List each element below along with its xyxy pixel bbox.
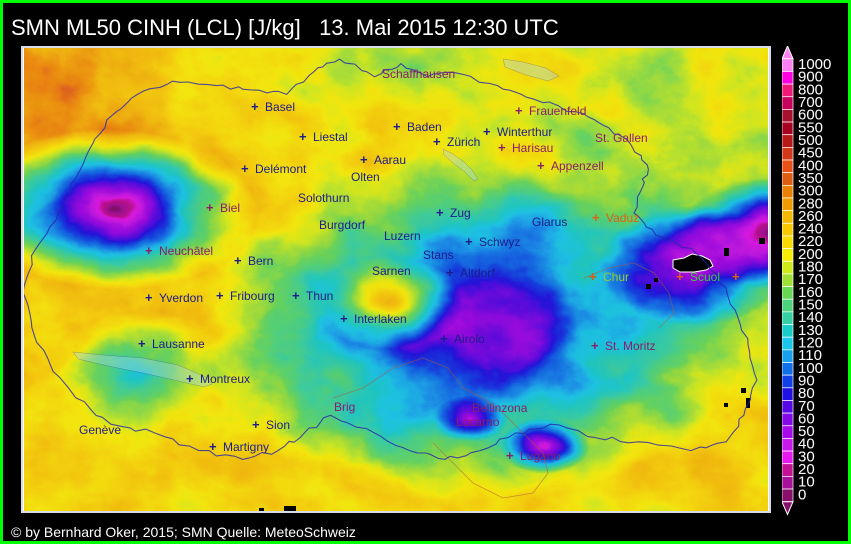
- svg-text:Schwyz: Schwyz: [479, 235, 520, 249]
- svg-text:Luzern: Luzern: [384, 229, 421, 243]
- svg-text:Lausanne: Lausanne: [152, 337, 205, 351]
- svg-text:Winterthur: Winterthur: [497, 125, 552, 139]
- svg-text:Harisau: Harisau: [512, 141, 553, 155]
- svg-text:Neuchâtel: Neuchâtel: [159, 244, 213, 258]
- svg-text:+: +: [299, 129, 307, 144]
- svg-text:+: +: [436, 205, 444, 220]
- svg-text:+: +: [241, 161, 249, 176]
- svg-text:Solothurn: Solothurn: [298, 191, 349, 205]
- svg-text:+: +: [251, 99, 259, 114]
- svg-text:Airolo: Airolo: [454, 332, 485, 346]
- svg-text:Altdorf: Altdorf: [460, 266, 495, 280]
- svg-text:Frauenfeld: Frauenfeld: [529, 104, 586, 118]
- svg-text:+: +: [465, 234, 473, 249]
- svg-text:Martigny: Martigny: [223, 440, 269, 454]
- svg-text:Sarnen: Sarnen: [372, 264, 411, 278]
- svg-text:+: +: [732, 269, 740, 284]
- svg-text:Brig: Brig: [334, 400, 355, 414]
- svg-text:+: +: [591, 338, 599, 353]
- svg-text:Stans: Stans: [423, 248, 454, 262]
- svg-text:St. Gallen: St. Gallen: [595, 131, 648, 145]
- svg-text:+: +: [206, 200, 214, 215]
- svg-text:+: +: [209, 439, 217, 454]
- svg-text:+: +: [676, 269, 684, 284]
- svg-text:Genève: Genève: [79, 423, 121, 437]
- svg-text:+: +: [483, 124, 491, 139]
- svg-text:+: +: [498, 140, 506, 155]
- svg-text:Scuol: Scuol: [690, 270, 720, 284]
- svg-text:Baden: Baden: [407, 120, 442, 134]
- svg-text:Sion: Sion: [266, 418, 290, 432]
- svg-text:Appenzell: Appenzell: [551, 159, 604, 173]
- svg-text:Zug: Zug: [450, 206, 471, 220]
- svg-text:Burgdorf: Burgdorf: [319, 218, 366, 232]
- svg-text:Interlaken: Interlaken: [354, 312, 407, 326]
- svg-text:Vaduz: Vaduz: [606, 211, 639, 225]
- svg-text:+: +: [592, 210, 600, 225]
- svg-text:+: +: [433, 134, 441, 149]
- svg-text:St. Moritz: St. Moritz: [605, 339, 656, 353]
- svg-text:Montreux: Montreux: [200, 372, 250, 386]
- svg-text:+: +: [360, 152, 368, 167]
- svg-text:+: +: [446, 265, 454, 280]
- svg-text:Thun: Thun: [306, 289, 333, 303]
- svg-text:+: +: [252, 417, 260, 432]
- svg-text:Bellinzona: Bellinzona: [472, 401, 528, 415]
- svg-text:+: +: [393, 119, 401, 134]
- svg-text:+: +: [292, 288, 300, 303]
- svg-text:Olten: Olten: [351, 170, 380, 184]
- svg-text:Delémont: Delémont: [255, 162, 307, 176]
- svg-text:Locarno: Locarno: [456, 415, 500, 429]
- svg-text:Bern: Bern: [248, 254, 273, 268]
- svg-text:Chur: Chur: [603, 270, 629, 284]
- svg-text:+: +: [506, 448, 514, 463]
- svg-text:Lugano: Lugano: [520, 449, 560, 463]
- svg-text:0: 0: [798, 486, 806, 503]
- svg-text:Schaffhausen: Schaffhausen: [382, 67, 455, 81]
- svg-text:+: +: [340, 311, 348, 326]
- svg-text:Fribourg: Fribourg: [230, 289, 275, 303]
- svg-text:+: +: [145, 243, 153, 258]
- svg-text:+: +: [515, 103, 523, 118]
- svg-text:+: +: [234, 253, 242, 268]
- svg-text:+: +: [138, 336, 146, 351]
- svg-text:+: +: [537, 158, 545, 173]
- svg-text:+: +: [145, 290, 153, 305]
- svg-text:Liestal: Liestal: [313, 130, 348, 144]
- svg-text:+: +: [186, 371, 194, 386]
- svg-text:Basel: Basel: [265, 100, 295, 114]
- svg-text:+: +: [589, 269, 597, 284]
- svg-text:+: +: [440, 331, 448, 346]
- svg-text:Glarus: Glarus: [532, 215, 567, 229]
- svg-text:+: +: [216, 288, 224, 303]
- svg-text:Biel: Biel: [220, 201, 240, 215]
- svg-text:Aarau: Aarau: [374, 153, 406, 167]
- svg-text:Zürich: Zürich: [447, 135, 480, 149]
- svg-text:Yverdon: Yverdon: [159, 291, 203, 305]
